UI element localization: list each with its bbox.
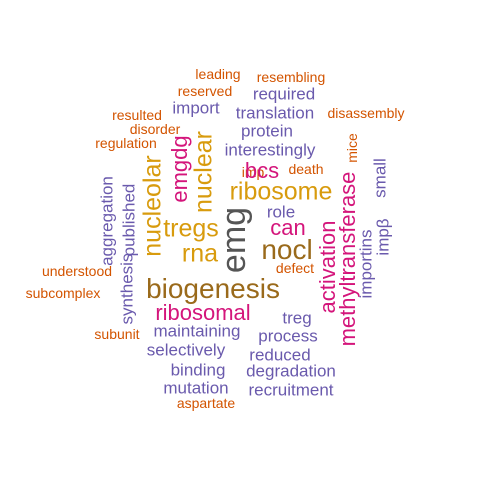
- word-selectively: selectively: [146, 340, 226, 360]
- word-treg: treg: [282, 308, 312, 328]
- word-subcomplex: subcomplex: [25, 285, 101, 301]
- word-published: published: [119, 183, 139, 257]
- word-emgdg: emgdg: [167, 135, 192, 203]
- word-required: required: [252, 84, 316, 104]
- word-impbeta: impβ: [373, 218, 393, 256]
- word-activation: activation: [315, 220, 340, 314]
- word-degradation: degradation: [246, 361, 336, 381]
- word-resulted: resulted: [112, 107, 162, 123]
- word-ribosome: ribosome: [229, 177, 333, 206]
- word-leading: leading: [195, 66, 241, 82]
- word-disorder: disorder: [129, 121, 181, 137]
- word-protein: protein: [241, 121, 293, 141]
- word-ribosomal: ribosomal: [155, 300, 251, 325]
- word-interestingly: interestingly: [224, 140, 316, 160]
- word-mutation: mutation: [163, 378, 229, 398]
- word-nucleolar: nucleolar: [138, 155, 167, 257]
- word-role: role: [266, 202, 296, 222]
- word-reduced: reduced: [249, 345, 311, 365]
- word-nuclear: nuclear: [189, 131, 218, 213]
- word-disassembly: disassembly: [327, 105, 405, 121]
- word-synthesis: synthesis: [117, 253, 137, 325]
- word-recruitment: recruitment: [248, 380, 334, 400]
- word-reserved: reserved: [177, 83, 233, 99]
- word-process: process: [258, 326, 318, 346]
- word-aggregation: aggregation: [97, 176, 117, 266]
- word-understood: understood: [41, 263, 113, 279]
- word-rna: rna: [181, 239, 219, 268]
- word-imp: imp: [241, 164, 265, 180]
- word-nocl: nocl: [261, 234, 313, 265]
- word-biogenesis: biogenesis: [146, 273, 280, 304]
- word-importins: importins: [356, 229, 376, 299]
- word-emg: emg: [215, 206, 253, 274]
- word-can: can: [270, 215, 306, 240]
- word-bcs: bcs: [244, 158, 280, 183]
- word-resembling: resembling: [256, 69, 326, 85]
- word-regulation: regulation: [95, 135, 157, 151]
- word-maintaining: maintaining: [153, 321, 241, 341]
- word-subunit: subunit: [94, 326, 140, 342]
- word-death: death: [288, 161, 324, 177]
- word-tregs: tregs: [163, 214, 219, 243]
- word-import: import: [172, 98, 220, 118]
- word-small: small: [370, 158, 390, 198]
- word-translation: translation: [235, 103, 315, 123]
- word-binding: binding: [170, 360, 226, 380]
- word-mice: mice: [344, 133, 360, 163]
- word-aspartate: aspartate: [176, 395, 236, 411]
- word-defect: defect: [275, 260, 315, 276]
